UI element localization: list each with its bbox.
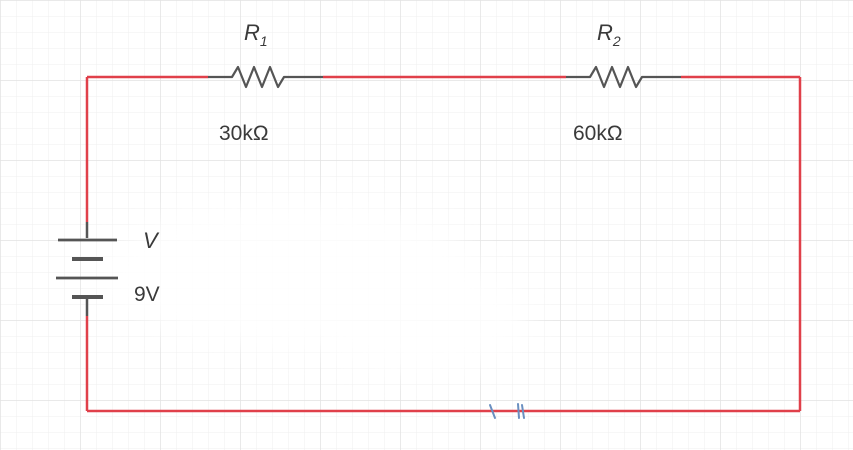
resistor-r1-symbol <box>208 65 323 89</box>
resistor-r2-symbol <box>566 65 681 89</box>
battery-label: V <box>143 228 160 253</box>
battery-value: 9V <box>134 283 160 306</box>
resistor-r1-value: 30kΩ <box>219 122 269 145</box>
battery[interactable]: V 9V <box>56 222 160 316</box>
eraser-smudge <box>100 200 530 375</box>
resistor-r2-label: R2 <box>597 20 621 49</box>
resistor-r1[interactable]: R1 30kΩ <box>208 20 323 145</box>
smudge-mark <box>489 403 525 419</box>
battery-symbol <box>56 222 118 316</box>
resistor-r2-value: 60kΩ <box>573 122 623 145</box>
wires <box>85 75 802 413</box>
resistor-r1-label: R1 <box>244 20 268 49</box>
resistor-r2[interactable]: R2 60kΩ <box>566 20 681 145</box>
